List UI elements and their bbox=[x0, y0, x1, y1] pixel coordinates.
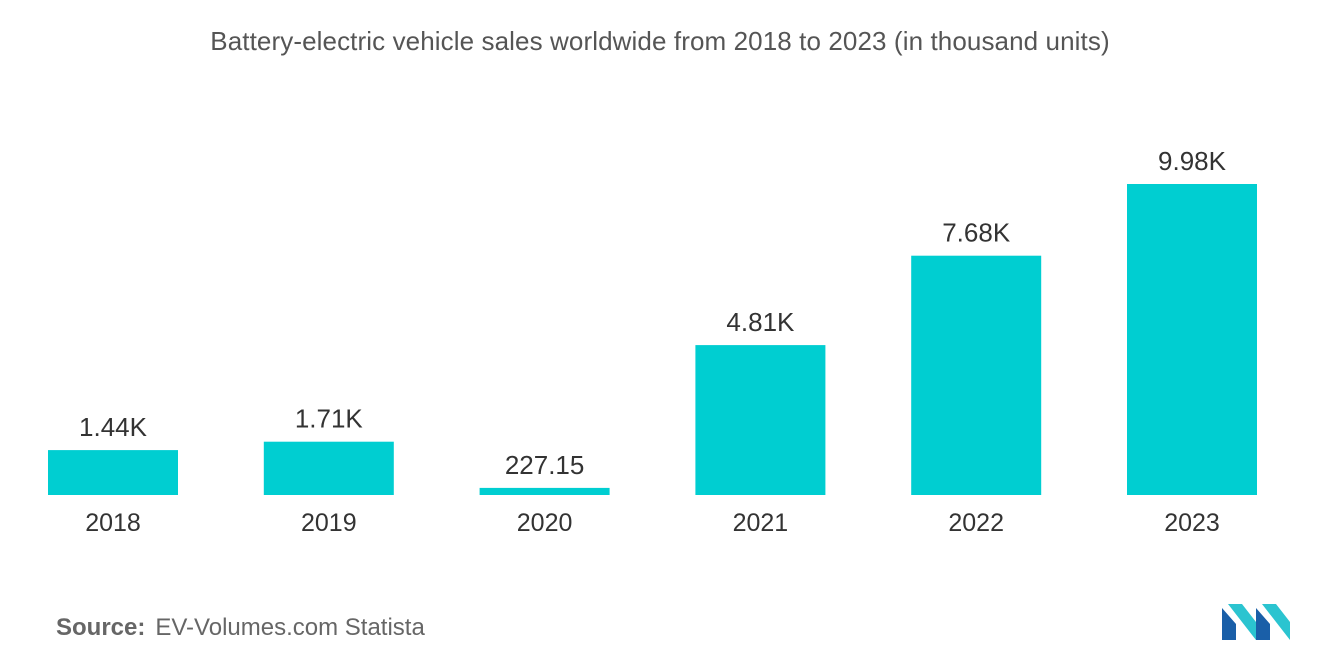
x-tick-label-2018: 2018 bbox=[85, 509, 141, 537]
bar-chart: 1.44K 1.71K 227.15 4.81K 7.68K 9.98K 2018 2019… bbox=[48, 146, 1257, 537]
value-label-2023: 9.98K bbox=[1158, 146, 1227, 176]
chart-title: Battery-electric vehicle sales worldwide… bbox=[210, 26, 1110, 56]
value-label-2022: 7.68K bbox=[942, 218, 1011, 248]
value-labels-group: 1.44K 1.71K 227.15 4.81K 7.68K 9.98K bbox=[79, 146, 1227, 480]
value-label-2020: 227.15 bbox=[505, 450, 585, 480]
bars-group bbox=[48, 184, 1257, 495]
value-label-2018: 1.44K bbox=[79, 412, 148, 442]
bar-2020 bbox=[479, 487, 610, 495]
bar-2019 bbox=[263, 441, 394, 495]
bar-2023 bbox=[1127, 184, 1257, 495]
bar-2022 bbox=[911, 255, 1042, 495]
bar-2018 bbox=[48, 450, 178, 495]
mordor-intelligence-logo-icon bbox=[1222, 604, 1290, 640]
value-label-2019: 1.71K bbox=[295, 404, 364, 434]
x-tick-label-2023: 2023 bbox=[1164, 509, 1220, 537]
source-note: Source: EV-Volumes.com Statista bbox=[56, 614, 425, 642]
x-tick-label-2020: 2020 bbox=[517, 509, 573, 537]
x-axis-tick-labels: 2018 2019 2020 2021 2022 2023 bbox=[85, 509, 1220, 537]
source-label: Source: bbox=[56, 614, 146, 641]
value-label-2021: 4.81K bbox=[726, 307, 795, 337]
x-tick-label-2021: 2021 bbox=[733, 509, 789, 537]
x-tick-label-2022: 2022 bbox=[948, 509, 1004, 537]
x-tick-label-2019: 2019 bbox=[301, 509, 357, 537]
source-text: EV-Volumes.com Statista bbox=[155, 614, 425, 641]
bar-2021 bbox=[695, 345, 826, 495]
